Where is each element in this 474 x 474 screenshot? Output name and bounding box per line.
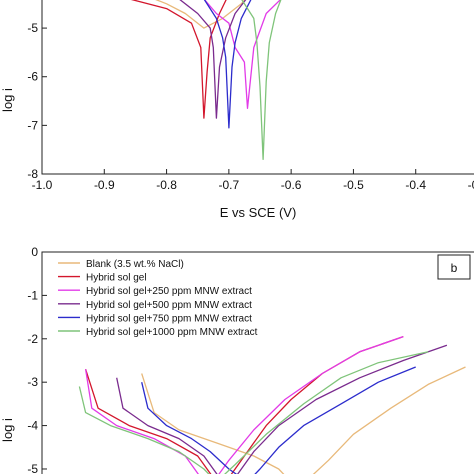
legend-label-3: Hybrid sol gel+250 ppm MNW extract — [86, 286, 252, 297]
legend-label-1: Blank (3.5 wt.% NaCl) — [86, 259, 184, 270]
y-tick-label: -3 — [27, 375, 38, 389]
x-tick-label: -1.0 — [32, 178, 53, 192]
legend-label-2: Hybrid sol gel — [86, 273, 147, 284]
x-tick-label: -0.5 — [343, 178, 364, 192]
y-tick-label: 0 — [31, 245, 38, 259]
series-line-2 — [130, 0, 227, 119]
y-tick-label: -7 — [27, 118, 38, 132]
panel-b-ticks: 0 -1 -2 -3 -4 -5 — [27, 245, 47, 474]
y-tick-label: -1 — [27, 288, 38, 302]
series-line-6 — [241, 0, 282, 161]
panel-a-x-axis-label: E vs SCE (V) — [220, 205, 297, 220]
y-tick-label: -5 — [27, 462, 38, 474]
legend-label-6: Hybrid sol gel+1000 ppm MNW extract — [86, 327, 258, 338]
y-tick-label: -2 — [27, 332, 38, 346]
panel-a-ticks: -1.0-0.9-0.8-0.7-0.6-0.5-0.4-0.3-4-5-6-7… — [27, 21, 474, 192]
panel-b-legend: Blank (3.5 wt.% NaCl) Hybrid sol gel Hybri… — [58, 259, 258, 338]
series-line-5 — [141, 366, 416, 474]
series-line-3 — [203, 0, 281, 109]
panel-b: 0 -1 -2 -3 -4 -5 Blank (3.5 wt.% NaCl) Hybrid … — [0, 245, 474, 474]
series-line-1 — [141, 366, 466, 474]
x-tick-label: -0.7 — [219, 178, 240, 192]
panel-b-series — [78, 335, 466, 474]
series-line-6 — [78, 351, 429, 474]
panel-b-y-axis-label: log i — [0, 418, 15, 442]
panel-a: -1.0-0.9-0.8-0.7-0.6-0.5-0.4-0.3-4-5-6-7… — [0, 0, 474, 220]
series-line-4 — [116, 344, 448, 474]
panel-a-plot-frame — [41, 0, 474, 175]
x-tick-label: -0.4 — [405, 178, 426, 192]
y-tick-label: -5 — [27, 21, 38, 35]
series-group — [78, 335, 466, 474]
y-tick-label: -6 — [27, 70, 38, 84]
panel-b-plot-frame — [41, 251, 474, 474]
legend-label-4: Hybrid sol gel+500 ppm MNW extract — [86, 300, 252, 311]
series-line-4 — [179, 0, 247, 119]
x-tick-label: -0.6 — [281, 178, 302, 192]
panel-a-y-axis-label: log i — [0, 88, 15, 112]
panel-a-series — [130, 0, 282, 161]
series-group — [130, 0, 282, 161]
x-tick-label: -0.3 — [468, 178, 474, 192]
series-line-1 — [155, 0, 246, 29]
panel-b-label: b — [451, 261, 458, 275]
y-tick-label: -8 — [27, 167, 38, 181]
series-line-3 — [84, 335, 404, 474]
legend-label-5: Hybrid sol gel+750 ppm MNW extract — [86, 313, 252, 324]
series-line-5 — [203, 0, 252, 129]
x-tick-label: -0.8 — [156, 178, 177, 192]
y-tick-label: -4 — [27, 419, 38, 433]
x-tick-label: -0.9 — [94, 178, 115, 192]
panel-b-label-box — [437, 254, 471, 280]
